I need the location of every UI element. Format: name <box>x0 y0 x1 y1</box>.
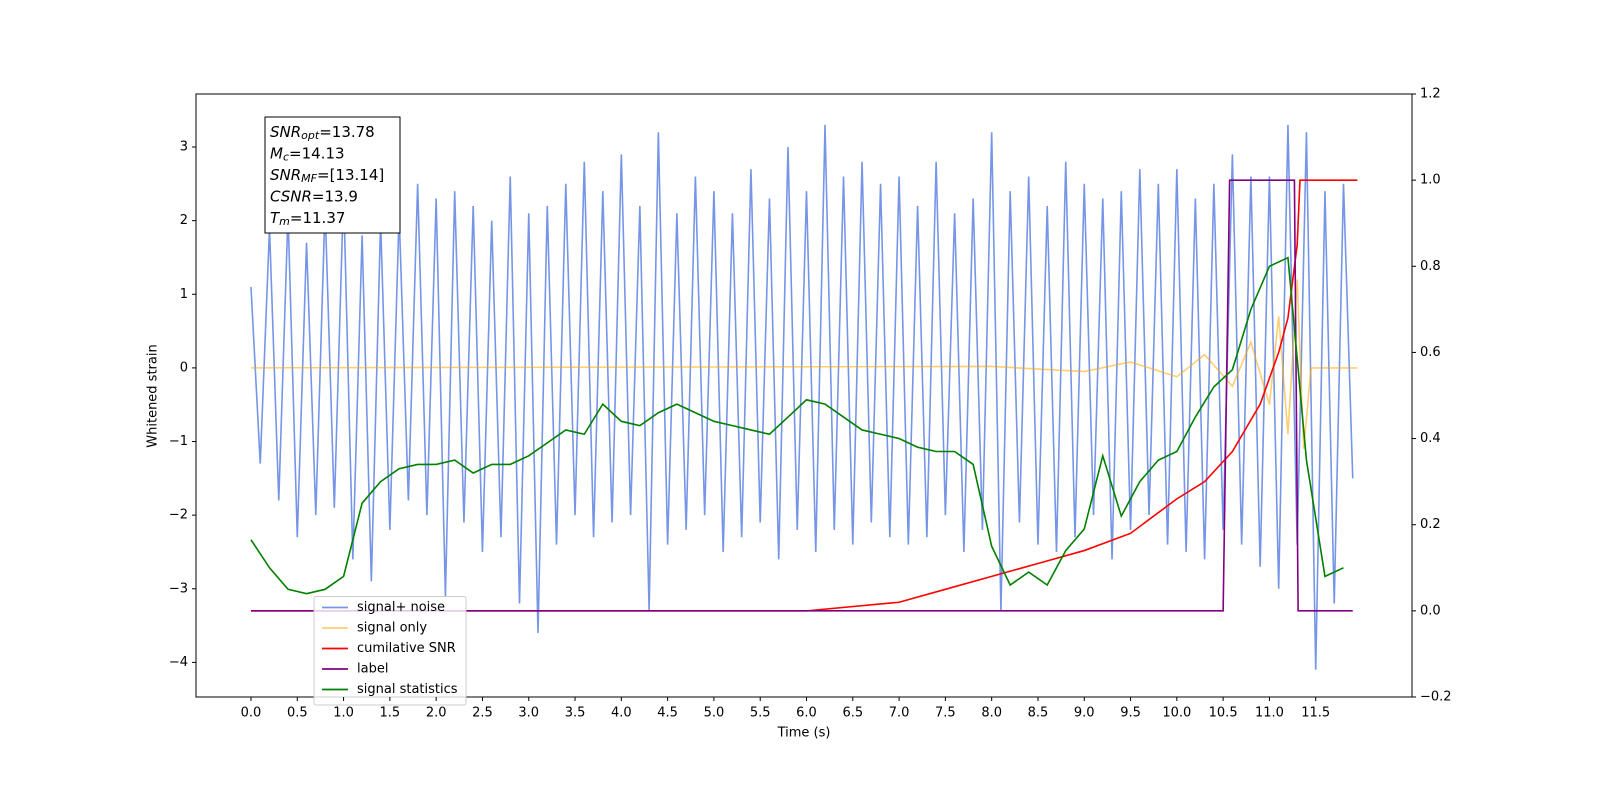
x-tick-label: 5.5 <box>750 706 771 721</box>
x-tick-label: 8.5 <box>1028 706 1049 721</box>
x-tick-label: 5.0 <box>704 706 725 721</box>
x-tick-label: 1.0 <box>333 706 354 721</box>
y2-tick-label: 0.4 <box>1420 431 1441 446</box>
x-tick-label: 2.0 <box>426 706 447 721</box>
x-tick-label: 10.5 <box>1209 706 1238 721</box>
annotation-line: SNRopt=13.78 <box>270 123 375 143</box>
annotation-box <box>264 116 401 234</box>
y2-tick-label: 1.2 <box>1420 87 1441 102</box>
y2-tick-label: 0.8 <box>1420 259 1441 274</box>
x-tick-label: 10.0 <box>1162 706 1191 721</box>
annotation-value: =13.78 <box>319 123 375 141</box>
y-tick-label: −1 <box>169 434 188 449</box>
x-tick-label: 4.0 <box>611 706 632 721</box>
annotation-symbol: SNR <box>270 123 301 141</box>
x-tick-label: 2.5 <box>472 706 493 721</box>
x-axis-label: Time (s) <box>777 726 831 741</box>
y-tick-label: −4 <box>169 655 188 670</box>
axes-frame <box>195 93 1413 698</box>
x-tick-label: 0.5 <box>287 706 308 721</box>
y2-tick-label: −0.2 <box>1420 690 1452 705</box>
x-tick-label: 11.0 <box>1255 706 1284 721</box>
y2-tick-label: 0.6 <box>1420 345 1441 360</box>
x-tick-label: 8.0 <box>981 706 1002 721</box>
legend: signal+ noise signal only cumilative SNR la… <box>313 596 467 706</box>
plot-area <box>250 124 1358 670</box>
series-line <box>250 256 1344 595</box>
series-line <box>250 179 1353 612</box>
legend-label: signal+ noise <box>357 600 445 615</box>
x-tick-label: 4.5 <box>657 706 678 721</box>
annotation-symbol: SNR <box>270 166 301 184</box>
annotation-symbol: M <box>270 144 283 162</box>
x-tick-label: 0.0 <box>241 706 262 721</box>
annotation-subscript: opt <box>301 129 320 142</box>
y-tick-label: −2 <box>169 508 188 523</box>
legend-box <box>313 596 467 706</box>
y-tick-label: 2 <box>180 213 188 228</box>
annotation-line: Mc=14.13 <box>270 144 345 164</box>
annotation-subscript: MF <box>301 172 317 185</box>
annotation-value: =11.37 <box>290 209 346 227</box>
y2-tick-label: 0.2 <box>1420 517 1441 532</box>
x-tick-label: 9.5 <box>1120 706 1141 721</box>
annotation-value: =[13.14] <box>317 166 384 184</box>
legend-label: cumilative SNR <box>357 641 456 656</box>
annotation-line: CSNR=13.9 <box>270 187 358 205</box>
legend-label: signal statistics <box>357 682 458 697</box>
y2-tick-label: 0.0 <box>1420 603 1441 618</box>
x-tick-label: 11.5 <box>1301 706 1330 721</box>
annotation-value: =13.9 <box>312 187 358 205</box>
y-tick-label: 0 <box>180 360 188 375</box>
x-tick-label: 6.5 <box>842 706 863 721</box>
x-tick-label: 3.5 <box>565 706 586 721</box>
x-tick-label: 1.5 <box>380 706 401 721</box>
x-tick-label: 7.5 <box>935 706 956 721</box>
x-tick-label: 6.0 <box>796 706 817 721</box>
legend-label: signal only <box>357 621 427 636</box>
annotation-line: SNRMF=[13.14] <box>270 166 384 186</box>
annotation-value: =14.13 <box>289 144 345 162</box>
y-tick-label: 1 <box>180 287 188 302</box>
legend-label: label <box>357 662 388 677</box>
annotation-symbol: T <box>270 209 281 227</box>
annotation-subscript: c <box>283 151 289 164</box>
y-tick-label: 3 <box>180 140 188 155</box>
series-line <box>250 179 1358 612</box>
y-tick-label: −3 <box>169 581 188 596</box>
annotation: SNRopt=13.78Mc=14.13SNRMF=[13.14]CSNR=13… <box>270 123 384 229</box>
series-line <box>250 124 1354 670</box>
series-line <box>250 279 1358 449</box>
x-tick-label: 7.0 <box>889 706 910 721</box>
y-axis-label: Whitened strain <box>146 344 161 447</box>
annotation-symbol: CSNR <box>270 187 312 205</box>
annotation-subscript: m <box>279 215 290 228</box>
x-tick-label: 9.0 <box>1074 706 1095 721</box>
x-tick-label: 3.0 <box>518 706 539 721</box>
y2-tick-label: 1.0 <box>1420 173 1441 188</box>
annotation-line: Tm=11.37 <box>270 209 345 229</box>
